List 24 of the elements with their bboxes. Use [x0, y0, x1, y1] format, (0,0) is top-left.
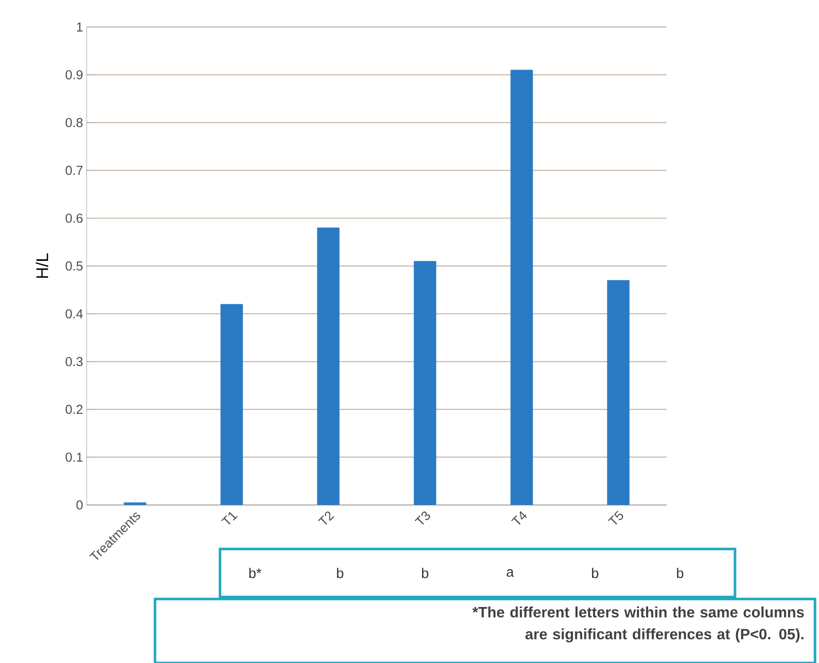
x-tick-label: T4: [511, 511, 527, 525]
y-tick-label: 0.8: [66, 118, 83, 128]
text: *The different letters within the same columns are significant differences at (P<0. 05).: [472, 606, 804, 642]
y-tick-label: 0.1: [66, 452, 83, 462]
text: b: [592, 568, 598, 578]
y-tick-label: 0.2: [66, 404, 82, 414]
x-tick-label: T3: [414, 512, 430, 525]
text: a: [506, 569, 514, 577]
y-tick-label: 0.5: [66, 261, 83, 271]
y-axis-title: H/L: [36, 253, 48, 278]
x-tick-label: T1: [221, 512, 238, 525]
text: b: [337, 568, 344, 578]
text: b*: [249, 568, 262, 578]
text: b: [677, 568, 684, 578]
y-tick-label: 0.3: [66, 356, 83, 366]
y-tick-label: 0.9: [66, 70, 83, 80]
y-tick-label: 0.7: [66, 166, 82, 175]
x-tick-label: T5: [608, 510, 624, 525]
y-tick-label: 0: [76, 500, 83, 510]
y-tick-label: 0.6: [66, 214, 83, 223]
text: b: [422, 568, 428, 578]
y-tick-label: 1: [76, 22, 83, 32]
y-tick-label: 0.4: [66, 309, 83, 318]
x-tick-label: T2: [318, 511, 334, 525]
